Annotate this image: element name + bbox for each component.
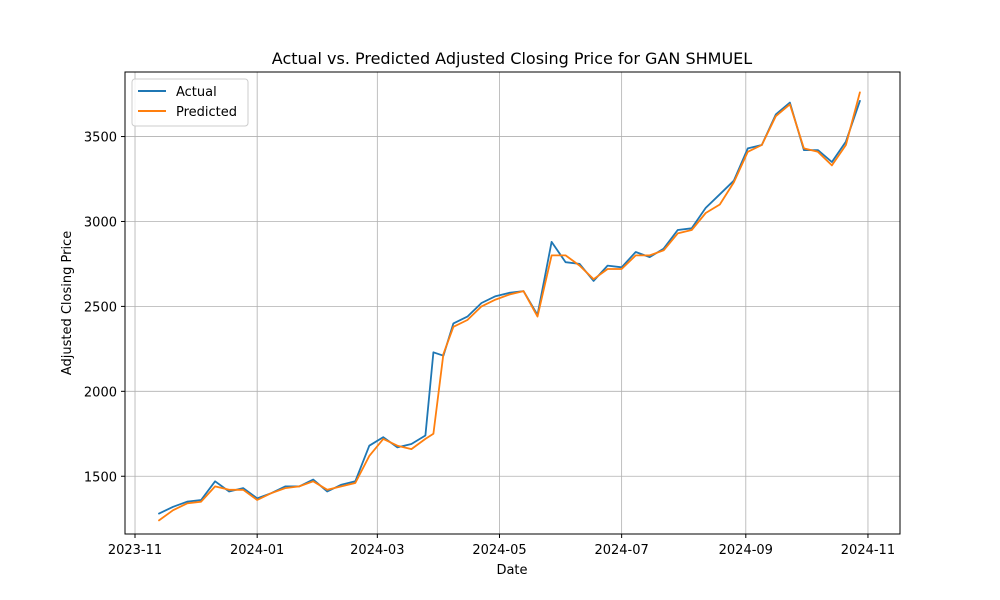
- y-axis-label: Adjusted Closing Price: [60, 231, 75, 375]
- y-tick-label: 3000: [84, 215, 117, 230]
- x-tick-label: 2024-11: [841, 543, 895, 558]
- series-line-predicted: [158, 91, 861, 522]
- y-axis-ticks: 1500 2000 2500 3000 3500: [84, 131, 125, 485]
- x-axis-ticks: 2023-11 2024-01 2024-03 2024-05 2024-07 2024-…: [108, 534, 895, 558]
- grid: [125, 72, 900, 534]
- x-tick-label: 2024-03: [350, 543, 404, 558]
- series-lines: [158, 91, 861, 522]
- y-tick-label: 2500: [84, 300, 117, 315]
- legend: Actual Predicted: [131, 78, 249, 127]
- x-tick-label: 2023-11: [108, 543, 162, 558]
- y-tick-label: 3500: [84, 131, 117, 146]
- x-tick-label: 2024-01: [230, 543, 284, 558]
- x-tick-label: 2024-09: [719, 543, 773, 558]
- x-axis-label: Date: [496, 563, 527, 578]
- chart-title: Actual vs. Predicted Adjusted Closing Pr…: [272, 49, 752, 68]
- y-tick-label: 1500: [84, 470, 117, 485]
- y-tick-label: 2000: [84, 385, 117, 400]
- x-tick-label: 2024-05: [472, 543, 526, 558]
- legend-label-actual: Actual: [176, 85, 217, 100]
- x-tick-label: 2024-07: [594, 543, 648, 558]
- plot-frame: [124, 71, 901, 535]
- legend-label-predicted: Predicted: [176, 105, 237, 120]
